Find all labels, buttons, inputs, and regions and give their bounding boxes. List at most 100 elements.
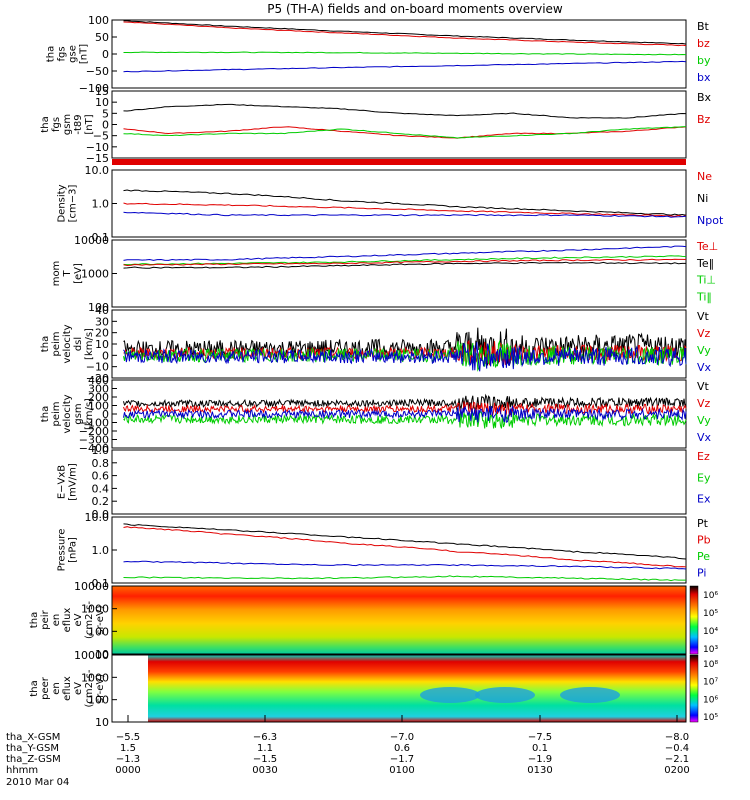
y-tick-label: 5 <box>102 107 109 120</box>
y-axis-label-line: tha <box>29 612 40 628</box>
x-tick-label: 0100 <box>389 765 414 776</box>
y-axis-label-line: velocity <box>62 324 73 363</box>
legend-entry: Ez <box>697 450 710 463</box>
y-axis-label-line: -t89 <box>73 114 84 134</box>
x-tick-label: −6.3 <box>253 732 277 743</box>
panel-frame <box>111 516 687 584</box>
legend-entry: bz <box>697 37 710 50</box>
legend-entry: Vt <box>697 380 710 393</box>
series-line-npot <box>123 211 687 218</box>
y-axis-label-line: T <box>62 270 73 278</box>
y-axis-label-line: eV <box>73 682 84 695</box>
legend-entry: Vt <box>697 310 710 323</box>
x-tick-label: −5.5 <box>116 732 140 743</box>
legend-entry: Vz <box>697 327 711 340</box>
y-axis-label-line: (cm2-s- <box>84 669 95 707</box>
colorbar-label: 10⁵ <box>703 713 718 723</box>
y-tick-label: 20 <box>95 327 109 340</box>
y-axis-label-line: sr-eV) <box>95 674 106 703</box>
y-axis-label-line: fgs <box>57 46 68 61</box>
y-axis-label-line: dsl <box>73 337 84 351</box>
y-axis-label: Pressure[nPa] <box>57 529 79 572</box>
series-line-vt <box>123 393 687 412</box>
panel-10: 10⁸ 10⁷ 10⁶ 10⁵ 10000 1000 100 10 thapeereneflux… <box>29 649 718 729</box>
figure-title: P5 (TH-A) fields and on-board moments ov… <box>267 2 563 16</box>
y-axis-label: thapeirenefluxeV(cm2-s-sr-eV) <box>29 601 106 639</box>
legend-entry: Te‖ <box>696 257 714 270</box>
y-axis-label-line: [km/s] <box>84 328 95 360</box>
x-tick-label: −8.0 <box>665 732 689 743</box>
legend-entry: Bx <box>697 91 712 104</box>
x-row-label: tha_Y-GSM <box>6 743 59 754</box>
y-axis-label-line: peim <box>51 401 62 426</box>
legend-entry: Vy <box>697 344 711 357</box>
x-tick-label: −7.0 <box>390 732 414 743</box>
y-axis-label-line: fgs <box>51 117 62 132</box>
series-line-trace2 <box>123 126 687 139</box>
colorbar: 10⁶ 10⁵ 10⁴ 10³ <box>689 585 718 655</box>
y-tick-label: 10.0 <box>85 164 110 177</box>
series-line-pe <box>123 575 686 582</box>
x-tick-label: −1.7 <box>390 754 414 765</box>
y-tick-label: 10000 <box>74 234 109 247</box>
y-axis-label: Density[cm−3] <box>57 184 79 222</box>
series-line-trace0 <box>123 245 687 261</box>
y-tick-label: 100 <box>88 301 109 314</box>
y-tick-label: 1000 <box>81 268 109 281</box>
y-tick-label: 200 <box>88 391 109 404</box>
y-axis-label-line: sr-eV) <box>95 605 106 634</box>
y-axis-label: momT[eV] <box>51 261 84 287</box>
colorbar-label: 10⁶ <box>703 591 718 601</box>
y-axis-label: thafgsgsm-t89[nT] <box>40 114 95 135</box>
y-axis-label: thapeimvelocitygsm[km/s] <box>40 394 95 433</box>
y-tick-label: −100 <box>79 417 109 430</box>
y-axis-label-line: peer <box>40 676 51 700</box>
legend-entry: Pb <box>697 534 711 547</box>
legend-entry: Ey <box>697 471 711 484</box>
y-tick-label: 0 <box>102 408 109 421</box>
legend-entry: Bt <box>697 20 710 33</box>
y-axis-label-line: E−VxB <box>57 465 68 499</box>
panel-7: 1.00.80.60.40.20.0 E−VxB[mV/m] Ez Ey Ex <box>57 444 711 521</box>
panel-5: 403020100−10−20thapeimvelocitydsl[km/s]V… <box>40 304 712 385</box>
series-line-pi <box>123 560 687 570</box>
y-axis-label-line: tha <box>40 406 51 422</box>
y-axis-label-line: gsm <box>73 403 84 424</box>
series-line-bx <box>123 103 687 119</box>
y-axis-label-line: (cm2-s- <box>84 601 95 639</box>
y-axis-label-line: Density <box>57 184 68 222</box>
y-tick-label: 1.0 <box>92 544 110 557</box>
series-line-bz <box>123 21 687 47</box>
y-tick-label: 100 <box>88 694 109 707</box>
x-tick-label: 0.6 <box>394 743 410 754</box>
panel-8: 10.0 1.0 0.1 Pressure[nPa] Pt Pb Pe Pi <box>57 511 711 590</box>
series-line-ni <box>123 189 687 216</box>
y-axis-label-line: tha <box>40 116 51 132</box>
y-axis-label-line: [km/s] <box>84 398 95 430</box>
x-tick-label: −7.5 <box>528 732 552 743</box>
y-tick-label: 0.1 <box>92 577 110 590</box>
legend-entry: Ti‖ <box>696 290 712 303</box>
legend-entry: Pi <box>697 567 706 580</box>
spectrogram-feature <box>475 687 535 703</box>
legend-entry: Ni <box>697 192 708 205</box>
y-tick-label: 40 <box>95 304 109 317</box>
x-tick-label: 0.1 <box>532 743 548 754</box>
y-axis-label: thapeimvelocitydsl[km/s] <box>40 324 95 363</box>
y-tick-label: 0 <box>102 349 109 362</box>
y-tick-label: −200 <box>79 425 109 438</box>
x-tick-label: 1.5 <box>120 743 136 754</box>
colorbar-scale <box>689 654 699 723</box>
y-tick-label: −10 <box>86 141 109 154</box>
y-axis-label-line: [mV/m] <box>68 463 79 501</box>
x-tick-label: −0.4 <box>665 743 689 754</box>
series-line-vx <box>123 405 687 423</box>
y-tick-label: 10 <box>95 338 109 351</box>
y-tick-label: 300 <box>88 383 109 396</box>
y-tick-label: 0 <box>102 119 109 132</box>
y-axis-label: thafgsgse[nT] <box>46 44 90 64</box>
series-line-bz <box>123 126 687 139</box>
panel-4: 10000 1000 100 momT[eV] Te⊥ Te‖ Ti⊥ Ti‖ <box>51 234 718 314</box>
legend-entry: Bz <box>697 113 711 126</box>
y-tick-label: −50 <box>86 65 109 78</box>
